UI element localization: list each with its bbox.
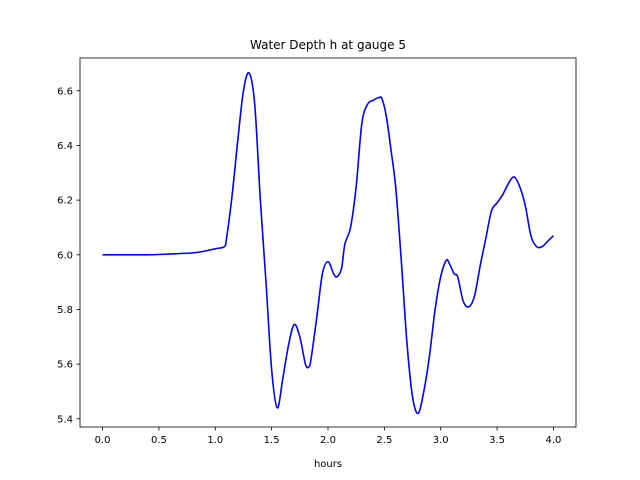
x-tick-label: 0.5	[151, 435, 167, 446]
y-tick-label: 6.6	[57, 86, 73, 97]
plot-frame	[79, 57, 577, 428]
x-tick-label: 0.0	[95, 435, 111, 446]
x-tick-label: 1.0	[207, 435, 223, 446]
series-line	[102, 71, 555, 415]
y-axis-ticks: 5.4 5.6 5.8 6.0 6.2 6.4 6.6	[57, 86, 80, 425]
y-tick-label: 6.0	[57, 250, 73, 261]
y-tick-label: 5.8	[57, 305, 73, 316]
y-tick-label: 6.4	[57, 141, 73, 152]
x-axis-ticks: 0.0 0.5 1.0 1.5 2.0 2.5 3.0 3.5 4.0	[95, 427, 562, 446]
chart-title: Water Depth h at gauge 5	[250, 38, 406, 52]
x-axis-label: hours	[314, 459, 342, 470]
x-tick-label: 3.0	[433, 435, 449, 446]
y-tick-label: 6.2	[57, 196, 73, 207]
y-tick-label: 5.4	[57, 414, 73, 425]
x-tick-label: 1.5	[264, 435, 280, 446]
x-tick-label: 2.5	[376, 435, 392, 446]
y-tick-label: 5.6	[57, 360, 73, 371]
x-tick-label: 4.0	[546, 435, 562, 446]
x-tick-label: 3.5	[489, 435, 505, 446]
plot-area	[80, 58, 576, 427]
series-layer	[102, 71, 555, 415]
x-tick-label: 2.0	[320, 435, 336, 446]
